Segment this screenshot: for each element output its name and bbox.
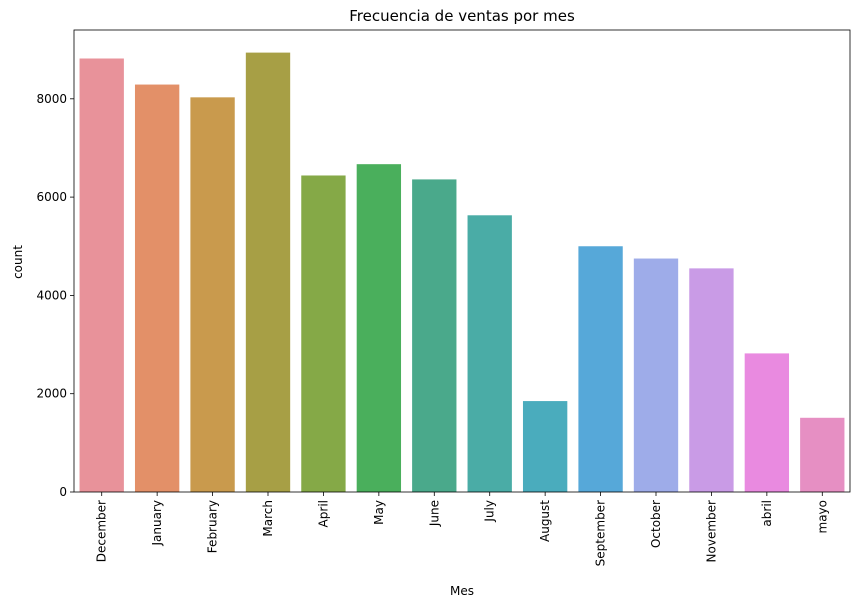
y-tick-label: 8000 xyxy=(36,92,67,106)
y-axis-label: count xyxy=(11,245,25,279)
bar-august xyxy=(522,401,568,492)
x-axis: December January February March April May June… xyxy=(95,492,829,566)
bar-march xyxy=(245,52,291,492)
bar-january xyxy=(134,84,180,492)
bar-abril xyxy=(744,353,790,492)
y-tick-label: 0 xyxy=(59,485,67,499)
x-tick-label: October xyxy=(649,500,663,548)
x-tick-label: February xyxy=(206,500,220,553)
bar-mayo xyxy=(800,417,845,492)
x-tick-label: abril xyxy=(760,500,774,527)
bar-october xyxy=(633,258,679,492)
bar-february xyxy=(190,97,235,492)
bar-december xyxy=(79,58,124,493)
bar-november xyxy=(689,268,734,492)
y-tick-label: 4000 xyxy=(36,288,67,302)
y-tick-label: 2000 xyxy=(36,387,67,401)
plot-frame xyxy=(73,29,851,493)
bar-june xyxy=(412,179,457,492)
bar-july xyxy=(467,215,512,492)
x-tick-label: November xyxy=(704,500,718,562)
y-axis: 0 2000 4000 6000 8000 xyxy=(36,92,74,499)
x-tick-label: December xyxy=(95,500,109,562)
x-tick-label: June xyxy=(427,500,441,527)
x-tick-label: May xyxy=(372,500,386,525)
x-tick-label: September xyxy=(594,500,608,566)
x-tick-label: mayo xyxy=(815,500,829,534)
y-tick-label: 6000 xyxy=(36,190,67,204)
bar-september xyxy=(578,246,623,492)
x-tick-label: March xyxy=(261,500,275,537)
chart-title: Frecuencia de ventas por mes xyxy=(349,7,575,25)
x-tick-label: July xyxy=(483,500,497,523)
bar-april xyxy=(301,175,346,493)
bar-may xyxy=(356,164,402,493)
bars-group xyxy=(79,52,845,493)
x-tick-label: August xyxy=(538,500,552,542)
x-axis-label: Mes xyxy=(450,584,474,598)
x-tick-label: January xyxy=(150,500,164,547)
x-tick-label: April xyxy=(316,500,330,527)
